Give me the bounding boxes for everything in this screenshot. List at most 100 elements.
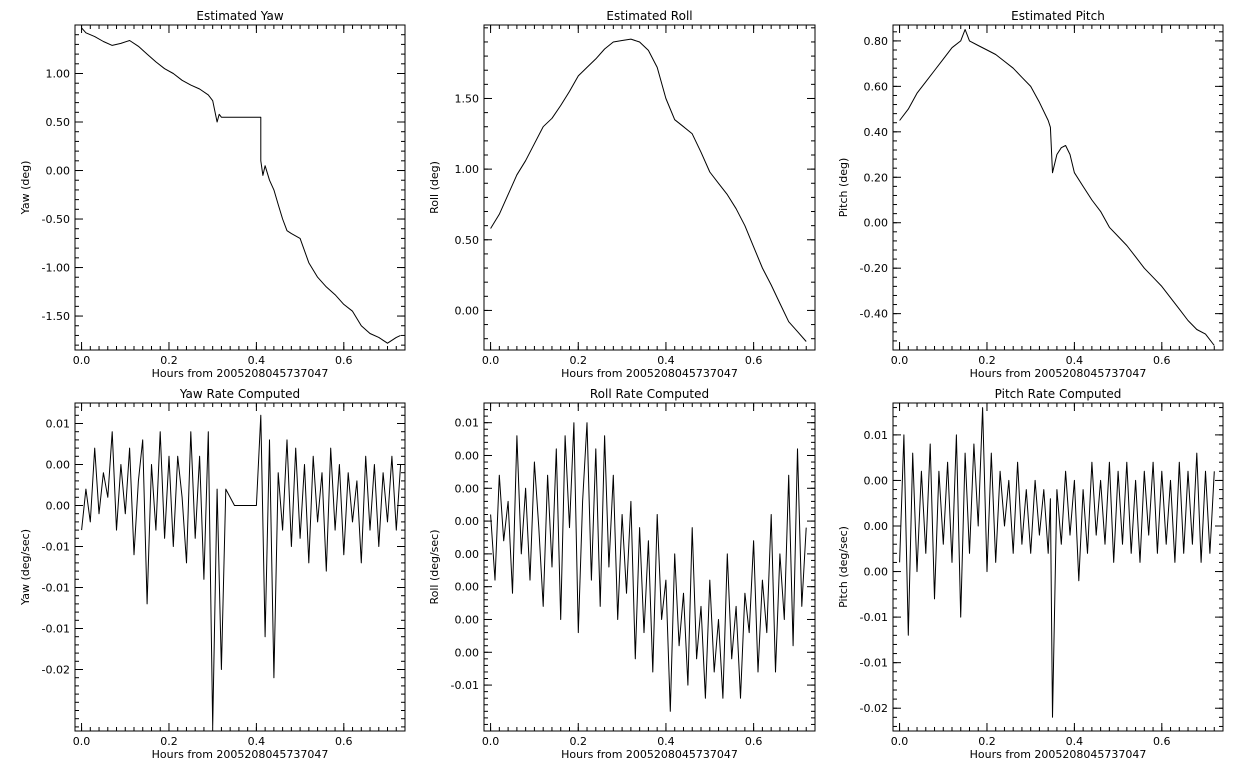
roll-rate-y-axis-label: Roll (deg/sec) <box>428 529 441 604</box>
pitch-rate-y-tick-label: 0.00 <box>864 520 889 533</box>
yaw-y-tick-label: -0.50 <box>42 213 70 226</box>
pitch-rate-y-tick-label: 0.00 <box>864 474 889 487</box>
yaw-rate-x-tick-label: 0.2 <box>160 735 178 748</box>
roll-rate-x-tick-label: 0.4 <box>657 735 675 748</box>
roll-x-tick-label: 0.4 <box>657 354 675 367</box>
yaw-rate-plot-frame <box>74 402 406 732</box>
pitch-y-tick-label: 0.60 <box>864 80 889 93</box>
pitch-y-tick-label: 0.00 <box>864 217 889 230</box>
yaw-rate-y-tick-label: -0.01 <box>42 582 70 595</box>
yaw-rate-y-tick-label: -0.02 <box>42 664 70 677</box>
roll-x-tick-label: 0.6 <box>745 354 763 367</box>
roll-y-tick-label: 1.00 <box>455 163 480 176</box>
pitch-y-tick-label: 0.20 <box>864 171 889 184</box>
pitch-y-axis-label: Pitch (deg) <box>837 158 850 218</box>
yaw-y-tick-label: -1.50 <box>42 310 70 323</box>
roll-plot-frame <box>483 24 816 351</box>
pitch-x-tick-label: 0.4 <box>1066 354 1084 367</box>
pitch-rate-plot-frame <box>892 402 1224 732</box>
pitch-rate-y-tick-label: 0.01 <box>864 429 889 442</box>
yaw-rate-y-tick-label: -0.01 <box>42 623 70 636</box>
roll-x-tick-label: 0.2 <box>570 354 588 367</box>
chart-pitch: Estimated Pitch Hours from 20052080457370… <box>837 9 1224 380</box>
yaw-x-tick-label: 0.6 <box>335 354 353 367</box>
pitch-rate-y-tick-label: 0.00 <box>864 566 889 579</box>
roll-series-line <box>490 38 807 342</box>
yaw-rate-title: Yaw Rate Computed <box>179 387 300 401</box>
pitch-x-tick-label: 0.6 <box>1153 354 1171 367</box>
yaw-y-tick-label: 1.00 <box>46 68 71 81</box>
pitch-y-tick-label: 0.80 <box>864 35 889 48</box>
chart-pitch-rate: Pitch Rate Computed Hours from 2005208045… <box>837 387 1224 761</box>
roll-rate-y-tick-label: 0.00 <box>455 613 480 626</box>
pitch-rate-x-tick-label: 0.4 <box>1066 735 1084 748</box>
pitch-rate-y-tick-label: -0.01 <box>860 611 888 624</box>
yaw-rate-y-tick-label: 0.00 <box>46 500 71 513</box>
roll-rate-x-axis-label: Hours from 2005208045737047 <box>561 748 738 761</box>
roll-rate-y-tick-label: 0.00 <box>455 449 480 462</box>
roll-rate-title: Roll Rate Computed <box>590 387 709 401</box>
roll-rate-y-tick-label: 0.00 <box>455 646 480 659</box>
yaw-y-tick-label: -1.00 <box>42 262 70 275</box>
yaw-y-tick-label: 0.50 <box>46 116 71 129</box>
pitch-y-tick-label: -0.40 <box>860 308 888 321</box>
yaw-plot-frame <box>74 24 406 351</box>
yaw-x-tick-label: 0.4 <box>248 354 266 367</box>
pitch-rate-series-line <box>899 407 1215 718</box>
pitch-rate-x-tick-label: 0.0 <box>891 735 909 748</box>
roll-rate-y-tick-label: -0.01 <box>451 679 479 692</box>
yaw-rate-y-tick-label: 0.01 <box>46 418 71 431</box>
yaw-rate-x-tick-label: 0.0 <box>73 735 91 748</box>
chart-roll-rate: Roll Rate Computed Hours from 20052080457… <box>428 387 816 761</box>
chart-yaw-rate: Yaw Rate Computed Hours from 200520804573… <box>19 387 406 761</box>
roll-rate-x-tick-label: 0.0 <box>482 735 500 748</box>
yaw-y-tick-label: 0.00 <box>46 165 71 178</box>
roll-rate-series-line <box>490 422 807 712</box>
pitch-plot-frame <box>892 24 1224 351</box>
yaw-series-line <box>81 27 401 344</box>
roll-rate-y-tick-label: 0.01 <box>455 417 480 430</box>
pitch-rate-title: Pitch Rate Computed <box>995 387 1122 401</box>
chart-yaw: Estimated Yaw Hours from 2005208045737047… <box>19 9 406 380</box>
yaw-rate-x-axis-label: Hours from 2005208045737047 <box>152 748 329 761</box>
pitch-rate-y-axis-label: Pitch (deg/sec) <box>837 526 850 608</box>
chart-roll: Estimated Roll Hours from 200520804573704… <box>428 9 816 380</box>
yaw-title: Estimated Yaw <box>196 9 283 23</box>
pitch-rate-y-tick-label: -0.02 <box>860 702 888 715</box>
yaw-rate-x-tick-label: 0.6 <box>335 735 353 748</box>
roll-rate-y-tick-label: 0.00 <box>455 515 480 528</box>
pitch-title: Estimated Pitch <box>1011 9 1105 23</box>
pitch-series-line <box>899 29 1215 346</box>
pitch-rate-x-tick-label: 0.2 <box>978 735 996 748</box>
yaw-x-axis-label: Hours from 2005208045737047 <box>152 367 329 380</box>
yaw-y-axis-label: Yaw (deg) <box>19 161 32 216</box>
roll-y-axis-label: Roll (deg) <box>428 161 441 214</box>
yaw-rate-y-tick-label: 0.00 <box>46 459 71 472</box>
pitch-rate-y-tick-label: -0.01 <box>860 657 888 670</box>
roll-title: Estimated Roll <box>606 9 692 23</box>
roll-y-tick-label: 0.50 <box>455 234 480 247</box>
roll-y-tick-label: 0.00 <box>455 304 480 317</box>
pitch-x-axis-label: Hours from 2005208045737047 <box>970 367 1147 380</box>
pitch-x-tick-label: 0.2 <box>978 354 996 367</box>
yaw-rate-x-tick-label: 0.4 <box>248 735 266 748</box>
roll-rate-y-tick-label: 0.00 <box>455 581 480 594</box>
pitch-rate-x-tick-label: 0.6 <box>1153 735 1171 748</box>
pitch-y-tick-label: -0.20 <box>860 262 888 275</box>
yaw-x-tick-label: 0.0 <box>73 354 91 367</box>
yaw-rate-y-tick-label: -0.01 <box>42 541 70 554</box>
roll-y-tick-label: 1.50 <box>455 92 480 105</box>
roll-x-tick-label: 0.0 <box>482 354 500 367</box>
roll-rate-y-tick-label: 0.00 <box>455 482 480 495</box>
yaw-rate-y-axis-label: Yaw (deg/sec) <box>19 529 32 606</box>
yaw-rate-series-line <box>81 414 402 728</box>
pitch-rate-x-axis-label: Hours from 2005208045737047 <box>970 748 1147 761</box>
roll-rate-x-tick-label: 0.2 <box>570 735 588 748</box>
pitch-x-tick-label: 0.0 <box>891 354 909 367</box>
roll-rate-x-tick-label: 0.6 <box>745 735 763 748</box>
yaw-x-tick-label: 0.2 <box>160 354 178 367</box>
pitch-y-tick-label: 0.40 <box>864 126 889 139</box>
roll-x-axis-label: Hours from 2005208045737047 <box>561 367 738 380</box>
roll-rate-y-tick-label: 0.00 <box>455 548 480 561</box>
